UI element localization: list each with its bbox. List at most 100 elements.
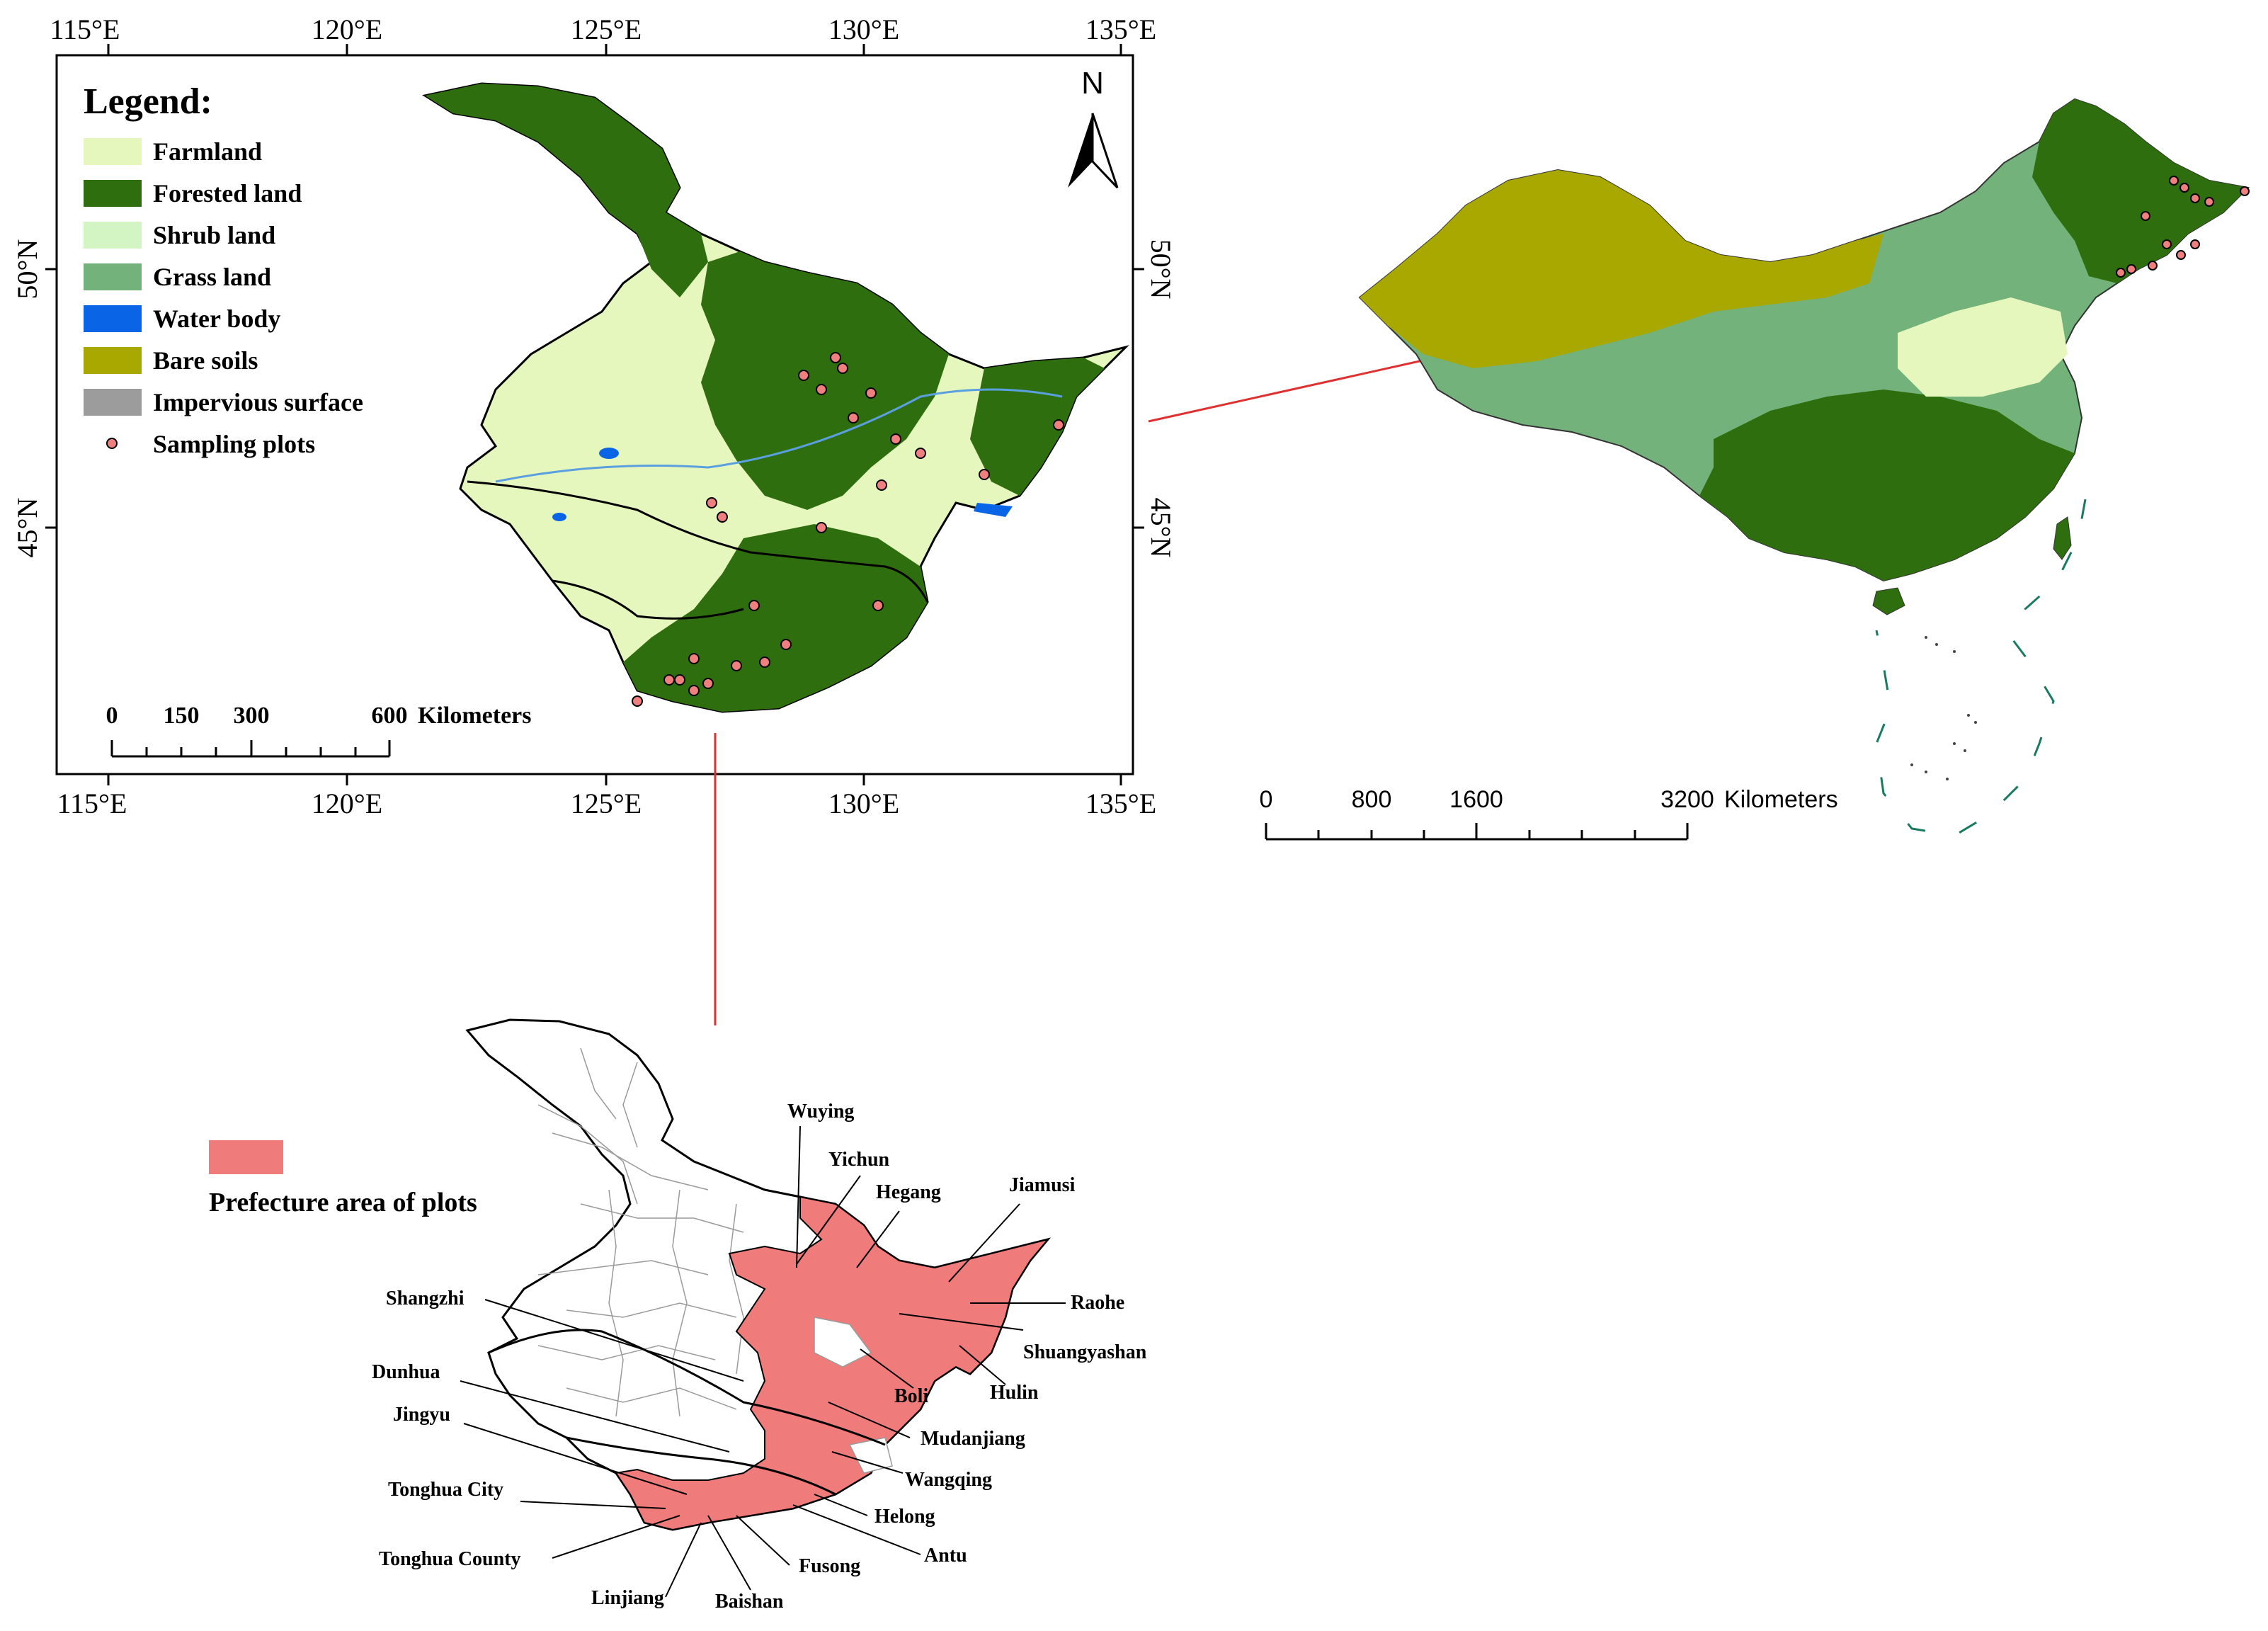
sampling-plot — [876, 479, 887, 491]
place-label-hegang: Hegang — [876, 1181, 941, 1203]
place-label-baishan: Baishan — [715, 1591, 784, 1613]
main-legend: Legend: Farmland Forested land Shrub land G… — [84, 81, 363, 458]
scale-unit-label: Kilometers — [1724, 786, 1838, 813]
place-label-linjiang: Linjiang — [591, 1587, 664, 1609]
taiwan-shape — [2053, 516, 2072, 560]
legend-swatch-impervious-surface — [84, 389, 142, 416]
north-arrow: N — [1068, 66, 1119, 189]
bottom-lon-labels: 115°E 120°E 125°E 130°E 135°E — [57, 788, 1157, 819]
north-arrow-right — [1091, 113, 1119, 189]
water-body-shape — [599, 448, 619, 459]
top-lon-label: 135°E — [1085, 13, 1156, 45]
water-body-shape — [974, 503, 1013, 517]
top-lon-label: 130°E — [828, 13, 899, 45]
place-label-antu: Antu — [924, 1545, 967, 1567]
bottom-lon-label: 120°E — [312, 788, 382, 819]
forest-area — [970, 358, 1105, 496]
right-lat-label: 50°N — [1145, 239, 1177, 300]
sampling-plot — [2162, 239, 2172, 249]
province-border — [552, 579, 744, 620]
scale-tick-label: 0 — [106, 703, 118, 729]
county-boundaries — [537, 1047, 744, 1417]
sampling-plot — [2169, 176, 2179, 186]
hainan-shape — [1872, 587, 1905, 615]
right-lat-label: 45°N — [1145, 498, 1177, 558]
china-scale-bar: 0 800 1600 3200 Kilometers — [1260, 786, 1838, 841]
place-label-dunhua: Dunhua — [372, 1361, 440, 1383]
legend-label-sampling-plots: Sampling plots — [153, 430, 315, 458]
place-label-shuangyashan: Shuangyashan — [1023, 1341, 1147, 1363]
forest-area — [425, 84, 708, 297]
forest-area — [623, 524, 928, 712]
china-map: 0 800 1600 3200 Kilometers — [1260, 98, 2250, 841]
top-lon-label: 120°E — [312, 13, 382, 45]
sampling-plot — [632, 695, 643, 707]
north-label: N — [1081, 66, 1104, 101]
province-border — [467, 480, 929, 603]
province-border — [488, 1329, 886, 1446]
sampling-plot — [872, 600, 884, 611]
place-label-jingyu: Jingyu — [393, 1404, 450, 1426]
legend-label-shrub-land: Shrub land — [153, 221, 275, 249]
prefecture-legend-label: Prefecture area of plots — [209, 1188, 477, 1217]
legend-swatch-bare-soils — [84, 347, 142, 374]
legend-swatch-farmland — [84, 138, 142, 165]
china-forest — [2032, 99, 2248, 283]
place-label-boli: Boli — [894, 1385, 928, 1407]
scale-tick-label: 1600 — [1449, 786, 1503, 813]
right-lat-labels: 50°N 45°N — [1145, 239, 1177, 558]
sampling-plot — [2240, 186, 2250, 196]
place-label-hulin: Hulin — [990, 1382, 1039, 1404]
main-map: 115°E 120°E 125°E 130°E 135°E 115°E 120°… — [11, 13, 1177, 819]
legend-label-farmland: Farmland — [153, 137, 262, 166]
leader-lines — [460, 1125, 1066, 1598]
sampling-plot — [915, 448, 926, 459]
sampling-plot — [2204, 197, 2214, 207]
legend-label-grass-land: Grass land — [153, 263, 271, 291]
legend-items: Farmland Forested land Shrub land Grass lan… — [84, 137, 363, 458]
sampling-plot — [2116, 268, 2126, 278]
sampling-plot — [674, 674, 685, 686]
sampling-plot — [2190, 239, 2200, 249]
sampling-plot — [748, 600, 760, 611]
left-lat-label: 50°N — [11, 239, 43, 300]
place-label-jiamusi: Jiamusi — [1009, 1174, 1076, 1196]
islands — [1910, 636, 1977, 780]
sampling-plot — [2190, 193, 2200, 203]
scale-tick-label: 800 — [1352, 786, 1392, 813]
scale-tick-label: 300 — [234, 703, 270, 729]
china-forest — [1699, 390, 2075, 581]
place-label-mudanjiang: Mudanjiang — [921, 1428, 1025, 1450]
legend-swatch-forested-land — [84, 180, 142, 207]
sampling-plot — [865, 387, 877, 399]
scale-tick-label: 3200 — [1660, 786, 1714, 813]
sampling-plot — [702, 678, 714, 689]
place-label-shangzhi: Shangzhi — [386, 1288, 465, 1309]
china-farmland — [1898, 297, 2068, 397]
bottom-lon-label: 135°E — [1085, 788, 1156, 819]
sampling-plot — [2141, 211, 2150, 221]
place-label-fusong: Fusong — [799, 1555, 860, 1577]
top-lon-labels: 115°E 120°E 125°E 130°E 135°E — [50, 13, 1157, 45]
place-label-wangqing: Wangqing — [905, 1469, 992, 1491]
sampling-plot — [2126, 264, 2136, 274]
highlighted-prefecture-area — [615, 1195, 1050, 1531]
scale-tick-label: 150 — [164, 703, 200, 729]
scale-tick-label: 0 — [1260, 786, 1273, 813]
prefecture-map: Prefecture area of plots Wu — [209, 1018, 1147, 1613]
legend-label-forested-land: Forested land — [153, 179, 302, 208]
sampling-plot — [717, 511, 728, 523]
sampling-plot — [848, 412, 859, 424]
sampling-plot — [688, 685, 700, 696]
sampling-plot — [890, 433, 901, 445]
legend-label-water-body: Water body — [153, 305, 280, 333]
place-label-tonghua-city: Tonghua City — [388, 1479, 503, 1501]
north-arrow-left — [1068, 113, 1093, 188]
sampling-plot — [798, 370, 809, 381]
sampling-plot — [2179, 183, 2189, 193]
sampling-plot — [979, 469, 990, 480]
south-china-sea-boundary — [1875, 499, 2087, 837]
sampling-plot — [1053, 419, 1064, 431]
legend-title: Legend: — [84, 81, 212, 122]
